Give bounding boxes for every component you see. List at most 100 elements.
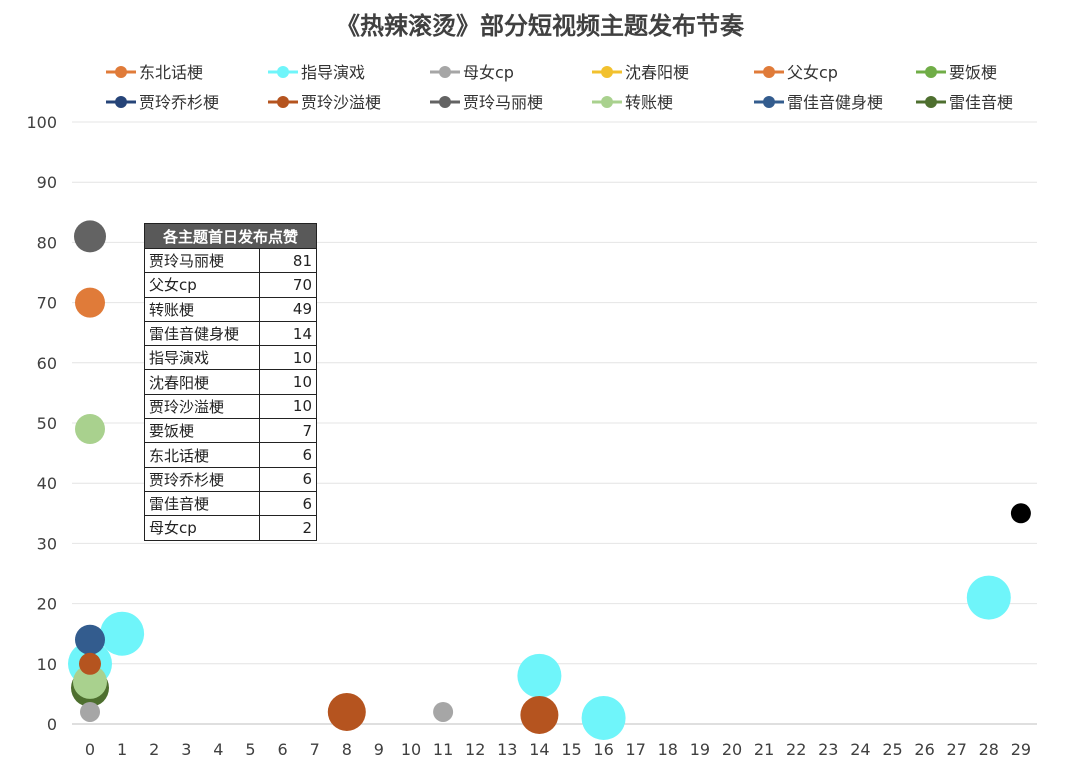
table-theme-name: 转账梗: [144, 296, 260, 322]
table-theme-name: 雷佳音健身梗: [144, 320, 260, 347]
x-tick-label: 12: [465, 740, 485, 759]
bubble: [100, 611, 145, 656]
legend-item: 贾玲马丽梗: [430, 93, 543, 112]
x-tick-label: 22: [786, 740, 806, 759]
legend-marker: [925, 96, 937, 108]
legend-marker: [277, 96, 289, 108]
chart-title: 《热辣滚烫》部分短视频主题发布节奏: [336, 12, 744, 40]
table-likes-value: 6: [259, 466, 317, 492]
table-likes-value: 10: [259, 369, 317, 395]
y-tick-label: 90: [37, 173, 57, 192]
y-tick-label: 60: [37, 354, 57, 373]
table-likes-value: 10: [259, 345, 317, 371]
legend-marker: [115, 66, 127, 78]
bubble: [520, 695, 559, 734]
table-row: 转账梗 49: [144, 296, 317, 322]
legend-marker: [115, 96, 127, 108]
legend-item: 贾玲乔杉梗: [106, 93, 219, 112]
legend-item: 雷佳音健身梗: [754, 93, 883, 112]
table-likes-value: 7: [259, 418, 317, 444]
bubble: [517, 653, 562, 698]
y-tick-label: 100: [26, 113, 57, 132]
bubble: [1010, 503, 1031, 524]
x-tick-label: 15: [561, 740, 581, 759]
table-row: 要饭梗 7: [144, 418, 317, 444]
x-tick-label: 5: [245, 740, 255, 759]
bubble: [73, 664, 107, 699]
y-tick-label: 40: [37, 474, 57, 493]
legend-label: 雷佳音梗: [949, 93, 1013, 112]
table-row: 雷佳音梗 6: [144, 490, 317, 517]
legend-label: 贾玲沙溢梗: [301, 93, 381, 112]
bubble: [433, 701, 454, 722]
x-tick-label: 9: [374, 740, 384, 759]
x-tick-label: 3: [181, 740, 191, 759]
x-tick-label: 14: [529, 740, 549, 759]
x-tick-label: 26: [914, 740, 934, 759]
x-tick-label: 11: [433, 740, 453, 759]
table-likes-value: 2: [259, 515, 317, 541]
table-theme-name: 父女cp: [144, 272, 260, 298]
legend-marker: [601, 96, 613, 108]
table-row: 贾玲沙溢梗 10: [144, 393, 317, 420]
table-row: 父女cp 70: [144, 272, 317, 298]
bubble: [75, 624, 105, 655]
legend-label: 父女cp: [787, 63, 838, 82]
legend-item: 要饭梗: [916, 63, 997, 82]
x-tick-label: 10: [401, 740, 421, 759]
x-tick-label: 0: [85, 740, 95, 759]
table-likes-value: 81: [259, 247, 317, 274]
x-tick-label: 13: [497, 740, 517, 759]
legend-marker: [763, 96, 775, 108]
table-theme-name: 贾玲沙溢梗: [144, 393, 260, 420]
x-tick-label: 27: [947, 740, 967, 759]
bubble: [327, 692, 366, 731]
x-tick-label: 19: [690, 740, 710, 759]
legend-label: 东北话梗: [139, 63, 203, 82]
legend-label: 要饭梗: [949, 63, 997, 82]
table-row: 指导演戏 10: [144, 345, 317, 371]
bubble: [79, 652, 101, 675]
bubble: [74, 220, 106, 253]
table-likes-value: 70: [259, 272, 317, 298]
legend-item: 指导演戏: [268, 63, 365, 82]
x-tick-label: 18: [658, 740, 678, 759]
table-theme-name: 指导演戏: [144, 345, 260, 371]
bubbles: [68, 220, 1031, 740]
table-likes-value: 6: [259, 490, 317, 517]
legend-marker: [439, 66, 451, 78]
legend-item: 雷佳音梗: [916, 93, 1013, 112]
legend-label: 指导演戏: [301, 63, 365, 82]
bubble: [75, 414, 105, 445]
legend-marker: [277, 66, 289, 78]
table-likes-value: 49: [259, 296, 317, 322]
table-likes-value: 14: [259, 320, 317, 347]
y-tick-label: 70: [37, 294, 57, 313]
x-tick-label: 23: [818, 740, 838, 759]
table-theme-name: 沈春阳梗: [144, 369, 260, 395]
legend-item: 父女cp: [754, 63, 838, 82]
legend-label: 贾玲乔杉梗: [139, 93, 219, 112]
y-tick-label: 20: [37, 595, 57, 614]
y-tick-label: 10: [37, 655, 57, 674]
x-tick-label: 2: [149, 740, 159, 759]
table-row: 雷佳音健身梗 14: [144, 320, 317, 347]
bubble: [966, 575, 1011, 620]
bubble: [80, 701, 100, 722]
x-tick-label: 4: [213, 740, 223, 759]
table-row: 沈春阳梗 10: [144, 369, 317, 395]
legend-label: 母女cp: [463, 63, 514, 82]
table-row: 东北话梗 6: [144, 442, 317, 468]
legend-marker: [601, 66, 613, 78]
legend-label: 转账梗: [625, 93, 673, 112]
x-tick-label: 25: [882, 740, 902, 759]
x-tick-label: 21: [754, 740, 774, 759]
legend-marker: [763, 66, 775, 78]
x-tick-label: 17: [626, 740, 646, 759]
table-theme-name: 贾玲马丽梗: [144, 247, 260, 274]
table-theme-name: 母女cp: [144, 515, 260, 541]
x-tick-label: 8: [342, 740, 352, 759]
y-tick-label: 80: [37, 233, 57, 252]
x-tick-label: 7: [310, 740, 320, 759]
